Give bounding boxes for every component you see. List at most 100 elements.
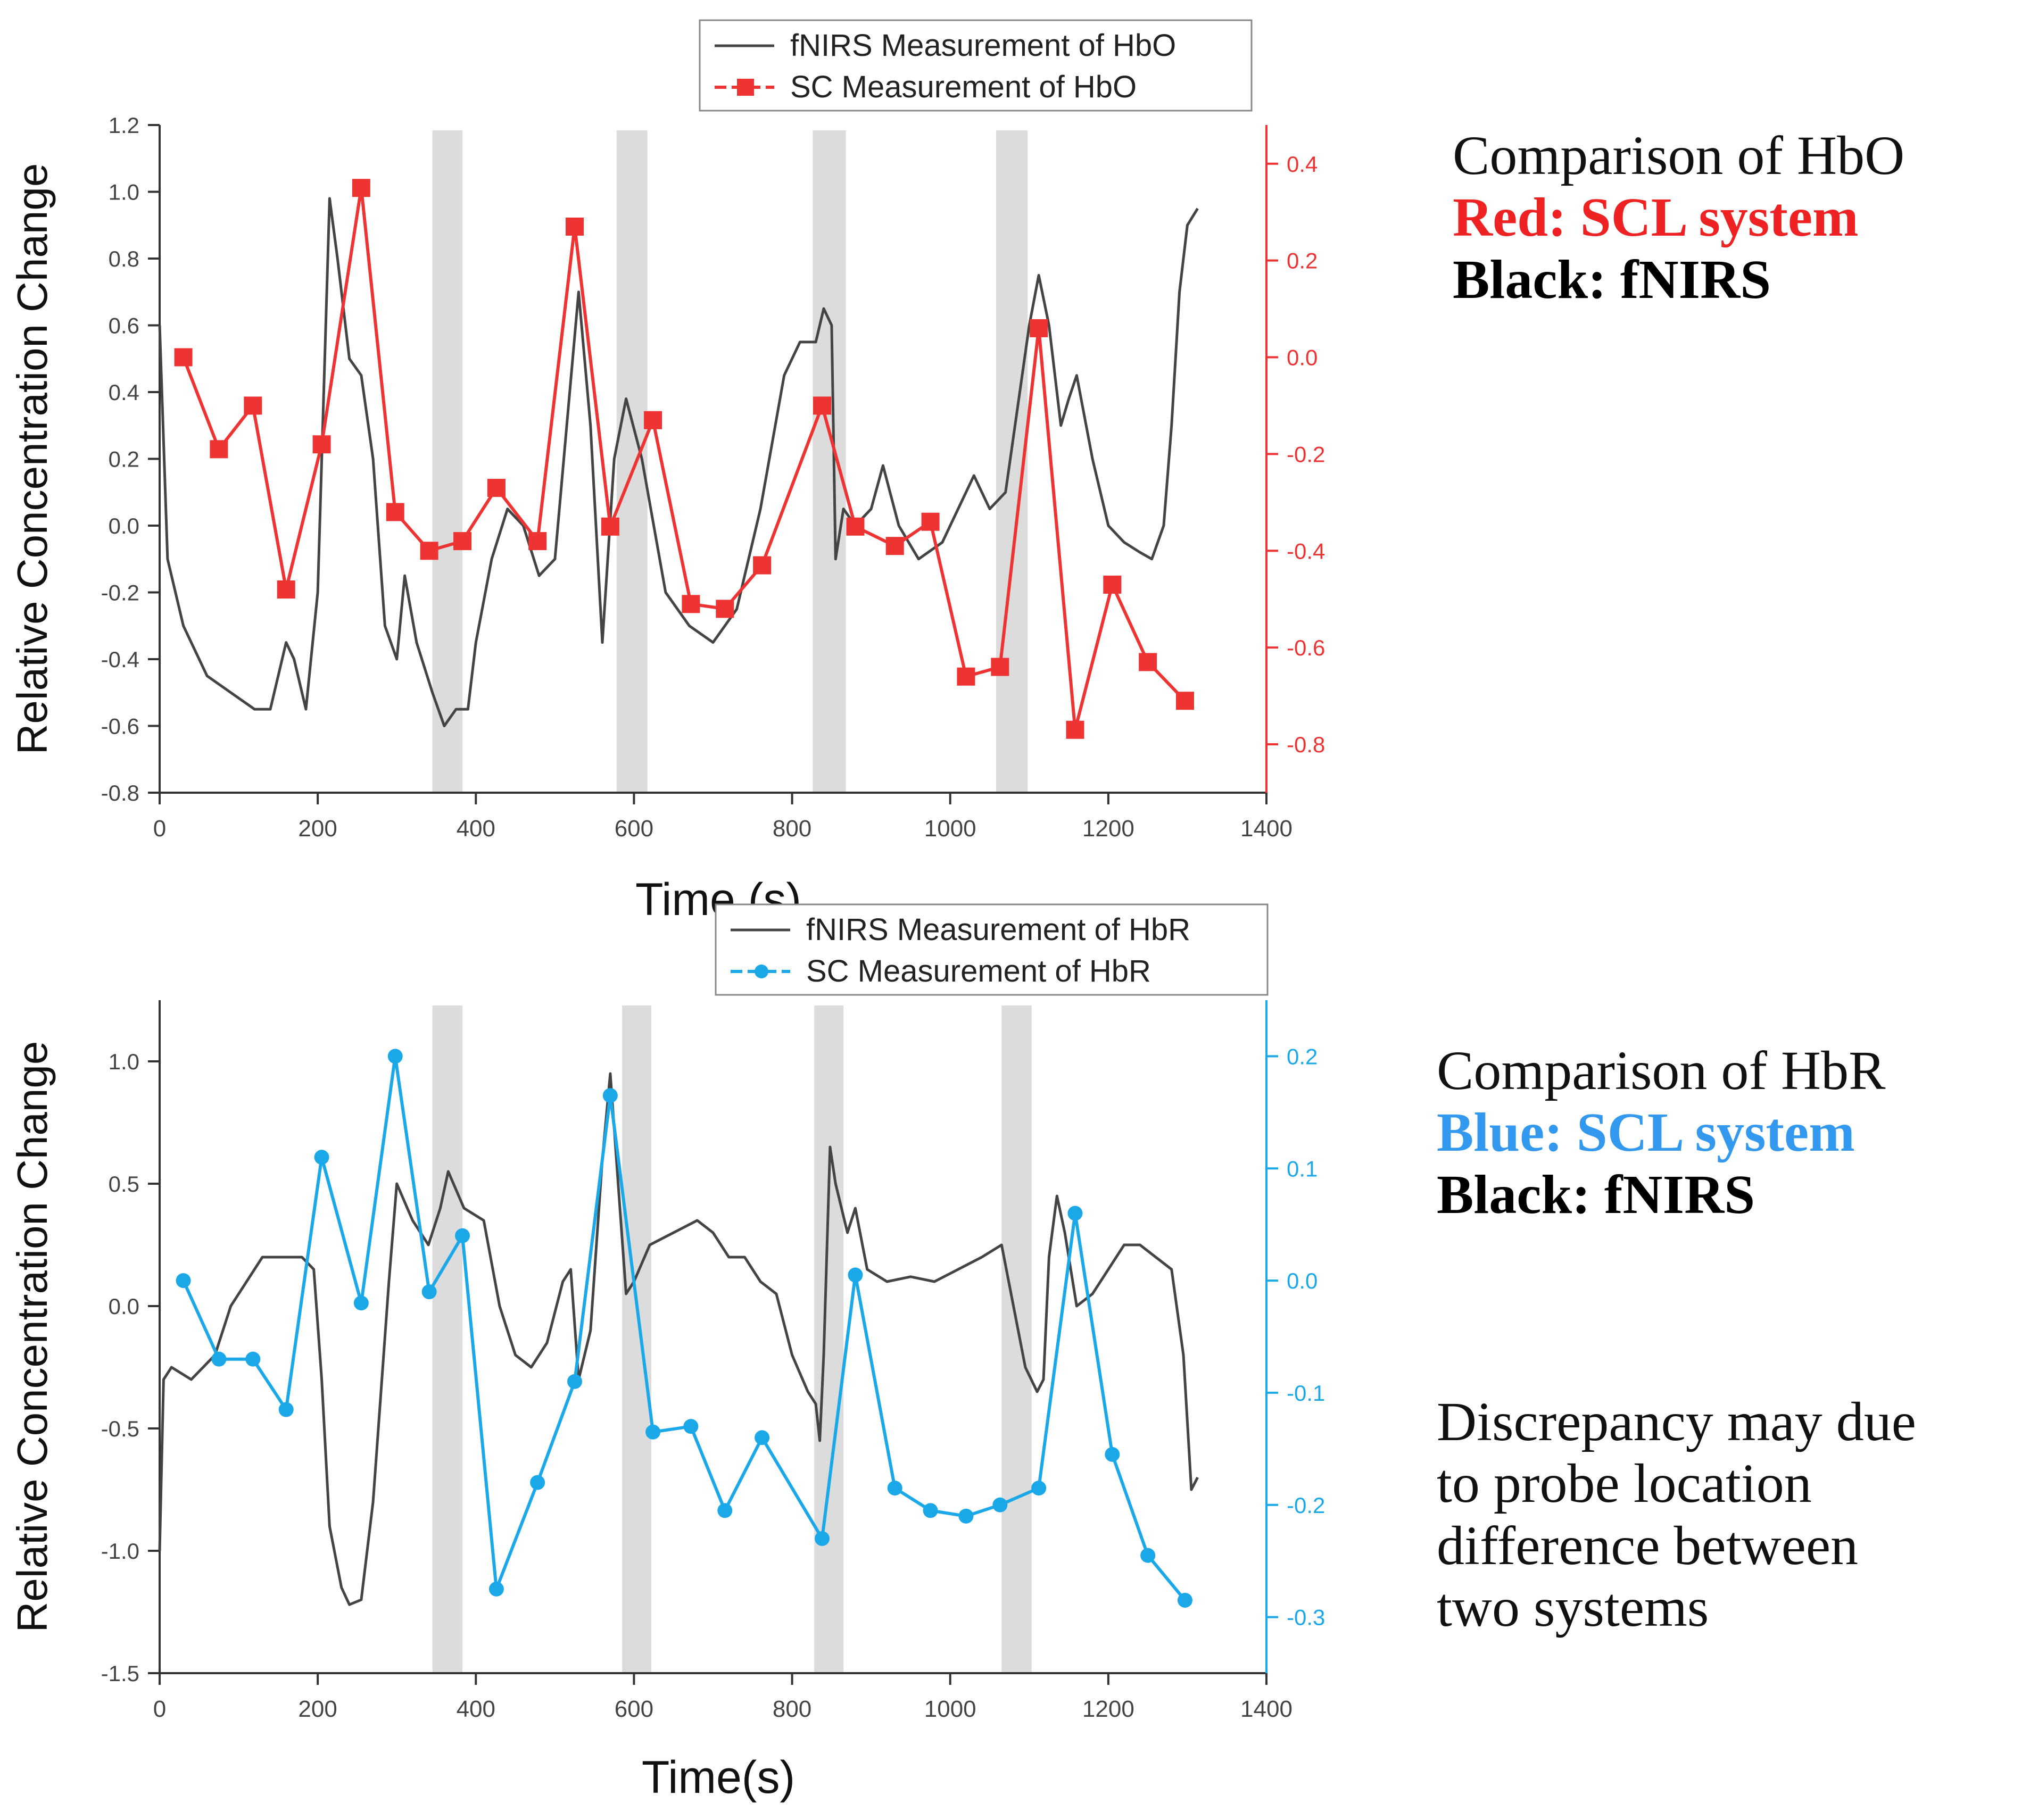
x-tick-label: 1400 <box>1240 1696 1293 1722</box>
sc-data-point <box>602 1088 618 1103</box>
y2-tick-label: -0.6 <box>1287 635 1325 660</box>
sc-data-point <box>753 556 772 575</box>
shaded-band <box>432 1005 463 1673</box>
sc-data-point <box>717 1503 733 1518</box>
x-tick-label: 800 <box>773 816 811 842</box>
hbr-annotation: Comparison of HbR Blue: SCL system Black… <box>1437 1040 1886 1226</box>
legend-label: fNIRS Measurement of HbO <box>790 28 1176 63</box>
hbo-annotation-black: Black: fNIRS <box>1453 248 1771 310</box>
sc-data-point <box>1066 720 1084 739</box>
x-tick-label: 1000 <box>924 816 976 842</box>
sc-data-point <box>421 1284 437 1300</box>
sc-data-point <box>420 542 438 560</box>
x-tick-label: 600 <box>615 816 653 842</box>
y-tick-label: -0.5 <box>101 1416 139 1441</box>
x-tick-label: 0 <box>153 816 166 842</box>
sc-data-point <box>211 1351 227 1367</box>
legend-label: SC Measurement of HbR <box>806 954 1151 988</box>
sc-data-point <box>174 348 193 367</box>
legend-marker <box>755 965 768 978</box>
sc-data-point <box>387 1049 403 1064</box>
sc-data-point <box>815 1531 830 1546</box>
y2-tick-label: -0.2 <box>1287 442 1325 467</box>
legend-marker <box>737 79 754 96</box>
y-tick-label: 0.2 <box>109 447 139 472</box>
shaded-band <box>1001 1005 1032 1673</box>
y-tick-label: -1.5 <box>101 1661 139 1686</box>
sc-data-point <box>488 1581 504 1597</box>
shaded-band <box>813 130 846 793</box>
sc-data-point <box>1030 319 1048 337</box>
sc-data-point <box>848 1267 863 1283</box>
sc-series-line <box>181 1054 1187 1601</box>
x-tick-label: 200 <box>298 1696 337 1722</box>
sc-data-point <box>1177 1592 1192 1608</box>
y-tick-label: -0.4 <box>101 647 139 672</box>
y2-tick-label: 0.2 <box>1287 1044 1318 1069</box>
sc-data-point <box>716 600 734 618</box>
fnirs-series-line <box>158 1072 1199 1606</box>
sc-data-point <box>352 179 370 197</box>
sc-data-point <box>1175 692 1194 710</box>
sc-data-point <box>210 440 228 459</box>
sc-data-point <box>244 396 262 415</box>
sc-data-point <box>530 1475 545 1490</box>
sc-data-point <box>487 479 506 497</box>
y2-tick-label: 0.1 <box>1287 1156 1318 1181</box>
y-tick-label: -0.8 <box>101 780 139 805</box>
sc-data-point <box>1031 1481 1047 1496</box>
legend: fNIRS Measurement of HbR SC Measurement o… <box>715 903 1269 996</box>
legend-label: fNIRS Measurement of HbR <box>806 912 1190 947</box>
y2-tick-label: 0.2 <box>1287 248 1318 273</box>
y2-tick-label: -0.4 <box>1287 538 1325 563</box>
hbo-annotation-red: Red: SCL system <box>1453 187 1859 248</box>
fnirs-series-line <box>158 197 1199 727</box>
note-line: difference between <box>1437 1515 1859 1576</box>
y2-tick-label: -0.1 <box>1287 1381 1325 1406</box>
sc-data-point <box>528 532 547 551</box>
x-tick-label: 0 <box>153 1696 166 1722</box>
shaded-band <box>622 1005 652 1673</box>
sc-data-point <box>278 1402 294 1417</box>
y-tick-label: 1.0 <box>109 1049 139 1074</box>
hbo-annotation: Comparison of HbO Red: SCL system Black:… <box>1453 125 1904 311</box>
x-tick-label: 400 <box>457 1696 495 1722</box>
sc-data-point <box>813 396 832 415</box>
sc-data-point <box>567 1374 582 1389</box>
sc-series-line <box>181 186 1187 732</box>
sc-data-point <box>923 1503 938 1518</box>
note-line: Discrepancy may due <box>1437 1391 1916 1452</box>
legend-box <box>715 903 1269 996</box>
sc-data-point <box>386 503 404 521</box>
y-tick-label: 1.2 <box>109 113 139 138</box>
charts-canvas: 0 200 400 600 800 1000 1200 1400 -0.8 -0.6 -0.4 -0.… <box>9 19 1325 1803</box>
x-tick-label: 1400 <box>1240 816 1293 842</box>
sc-data-point <box>846 517 865 536</box>
y-tick-label: 1.0 <box>109 180 139 205</box>
sc-data-point <box>991 658 1009 676</box>
y2-tick-label: -0.3 <box>1287 1605 1325 1630</box>
y-tick-label: 0.0 <box>109 1294 139 1319</box>
sc-data-point <box>1140 1548 1156 1563</box>
sc-data-point <box>453 532 472 551</box>
y-tick-label: 0.4 <box>109 380 139 405</box>
sc-data-point <box>683 1419 699 1434</box>
note-line: to probe location <box>1437 1453 1812 1515</box>
sc-data-point <box>277 580 295 599</box>
hbr-annotation-black: Black: fNIRS <box>1437 1164 1755 1225</box>
x-tick-label: 600 <box>615 1696 653 1722</box>
y2-tick-label: 0.0 <box>1287 345 1318 370</box>
sc-data-point <box>601 517 619 536</box>
hbr-annotation-title: Comparison of HbR <box>1437 1040 1886 1101</box>
sc-data-point <box>921 512 940 531</box>
sc-data-point <box>957 667 975 686</box>
x-tick-label: 1000 <box>924 1696 976 1722</box>
shaded-band <box>814 1005 844 1673</box>
sc-data-point <box>312 435 331 454</box>
sc-data-point <box>645 1424 661 1440</box>
x-tick-label: 200 <box>298 816 337 842</box>
x-tick-label: 1200 <box>1082 1696 1134 1722</box>
y2-tick-label: 0.4 <box>1287 152 1318 177</box>
y2-tick-label: -0.2 <box>1287 1493 1325 1518</box>
